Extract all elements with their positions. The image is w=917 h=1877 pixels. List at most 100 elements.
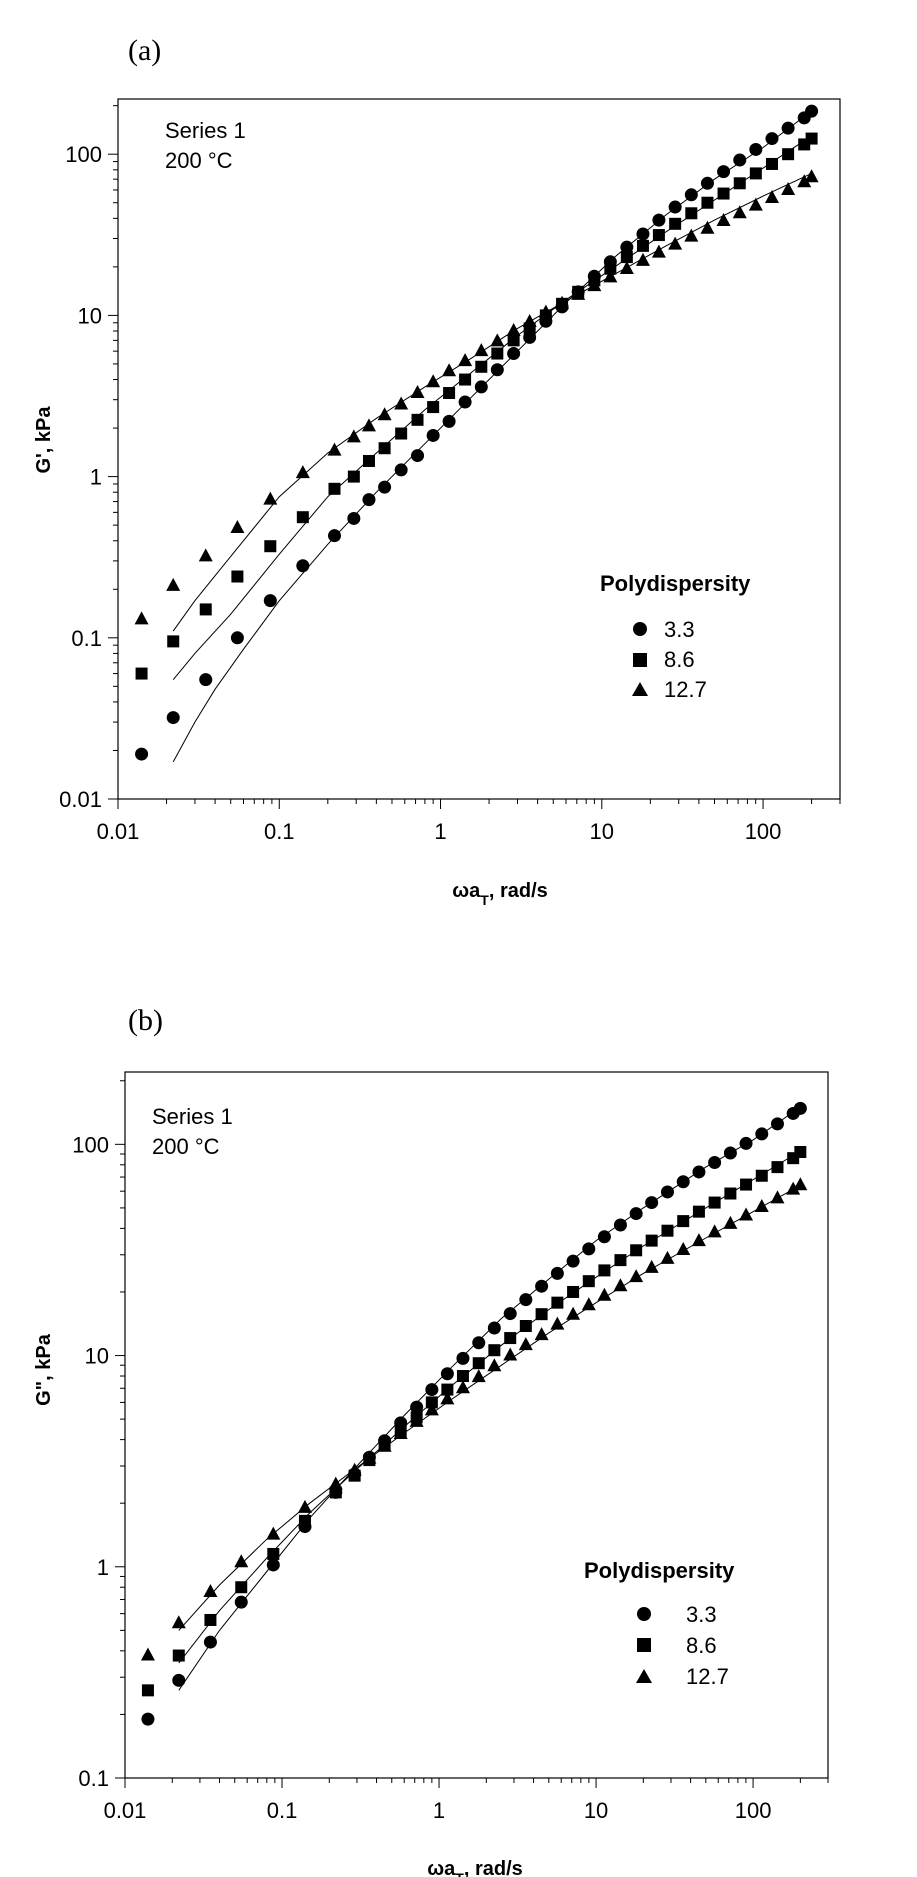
data-point-square — [328, 482, 341, 495]
data-point-square — [519, 1320, 532, 1333]
data-point-square — [614, 1254, 627, 1267]
data-point-square — [441, 1383, 454, 1396]
data-point-triangle — [534, 1327, 549, 1341]
y-tick-label: 0.1 — [71, 626, 102, 651]
data-point-square — [740, 1178, 753, 1191]
legend-entry-a-8-6: 8.6 — [633, 647, 695, 672]
data-point-square — [378, 442, 391, 455]
y-tick-label: 100 — [72, 1132, 109, 1157]
data-point-square — [411, 413, 424, 426]
data-point-triangle — [571, 286, 586, 300]
data-point-circle — [490, 363, 504, 377]
data-point-circle — [266, 1558, 280, 1572]
plot-frame — [124, 1071, 829, 1779]
legend-label-b-3-3: 3.3 — [686, 1602, 717, 1627]
data-point-square — [298, 1514, 311, 1527]
chart-b: (b) 0.01 0.1 1 10 100 0.1 1 10 100 Series 1 200 … — [33, 1004, 829, 1877]
x-axis-title-main-b: ωa — [427, 1858, 456, 1877]
data-point-triangle — [203, 1583, 218, 1597]
data-point-triangle — [487, 1358, 502, 1372]
data-point-square — [692, 1205, 705, 1218]
fit-curve-triangle — [172, 172, 812, 632]
data-point-square — [296, 511, 309, 524]
data-point-square — [491, 347, 504, 360]
data-point-circle — [410, 1400, 424, 1414]
panel-label-a: (a) — [128, 34, 161, 67]
data-point-triangle — [171, 1615, 186, 1629]
data-point-circle — [378, 480, 392, 494]
data-point-square — [661, 1224, 674, 1237]
data-point-triangle — [362, 1450, 377, 1464]
data-point-triangle — [644, 1259, 659, 1273]
legend-label-a-3-3: 3.3 — [664, 617, 695, 642]
data-point-square — [755, 1169, 768, 1182]
data-point-circle — [347, 511, 361, 525]
data-point-square — [604, 262, 617, 275]
data-point-square — [172, 1649, 185, 1662]
legend-entry-b-3-3: 3.3 — [637, 1602, 717, 1627]
data-point-triangle — [629, 1269, 644, 1283]
data-point-square — [551, 1296, 564, 1309]
data-point-square — [347, 470, 360, 483]
plot-frame — [117, 98, 841, 800]
data-point-circle — [629, 1207, 643, 1221]
data-point-triangle — [140, 1647, 155, 1661]
data-point-circle — [620, 240, 634, 254]
data-point-triangle — [266, 1526, 281, 1540]
data-point-triangle — [597, 1287, 612, 1301]
data-point-triangle — [723, 1215, 738, 1229]
x-tick-label: 0.01 — [97, 819, 140, 844]
data-point-triangle — [471, 1369, 486, 1383]
data-point-triangle — [346, 429, 361, 443]
data-point-square — [507, 334, 520, 347]
note-temperature-b: 200 °C — [152, 1134, 220, 1159]
y-axis-title-a: G', kPa — [33, 406, 55, 474]
note-temperature-a: 200 °C — [165, 148, 233, 173]
data-point-triangle — [198, 548, 213, 562]
data-point-circle — [660, 1185, 674, 1199]
data-point-circle — [566, 1254, 580, 1268]
data-point-square — [630, 1244, 643, 1257]
data-point-triangle — [394, 396, 409, 410]
data-point-circle — [781, 121, 795, 135]
legend-marker-triangle-a — [632, 682, 648, 696]
data-point-triangle — [716, 213, 731, 227]
x-tick-label: 10 — [590, 819, 614, 844]
data-point-square — [395, 427, 408, 440]
data-point-square — [231, 570, 244, 583]
x-tick-label: 1 — [433, 1798, 445, 1823]
data-point-circle — [166, 711, 180, 725]
data-point-triangle — [377, 1438, 392, 1452]
legend-entry-b-12-7: 12.7 — [636, 1664, 729, 1689]
data-point-square — [620, 251, 633, 264]
data-point-triangle — [410, 385, 425, 399]
data-point-triangle — [748, 197, 763, 211]
data-point-triangle — [426, 374, 441, 388]
data-point-circle — [507, 347, 521, 361]
data-point-square — [636, 239, 649, 252]
data-point-circle — [474, 380, 488, 394]
data-point-square — [488, 1344, 501, 1357]
data-point-circle — [440, 1367, 454, 1381]
data-point-triangle — [506, 323, 521, 337]
data-point-triangle — [503, 1347, 518, 1361]
x-tick-label: 10 — [584, 1798, 608, 1823]
data-point-circle — [755, 1127, 769, 1141]
data-point-square — [701, 196, 714, 209]
data-point-square — [504, 1332, 517, 1345]
data-point-square — [472, 1357, 485, 1370]
data-point-triangle — [440, 1391, 455, 1405]
data-point-triangle — [804, 169, 819, 183]
data-point-square — [362, 454, 375, 467]
data-point-triangle — [793, 1177, 808, 1191]
data-point-circle — [442, 414, 456, 428]
legend-title-b: Polydispersity — [584, 1558, 735, 1583]
x-axis-title-sub-b: T — [455, 1870, 464, 1877]
data-point-triangle — [550, 1316, 565, 1330]
data-point-circle — [296, 559, 310, 573]
data-point-circle — [426, 428, 440, 442]
x-axis-title-a: ωaT, rad/s — [452, 880, 548, 908]
data-point-triangle — [522, 314, 537, 328]
data-point-triangle — [786, 1181, 801, 1195]
